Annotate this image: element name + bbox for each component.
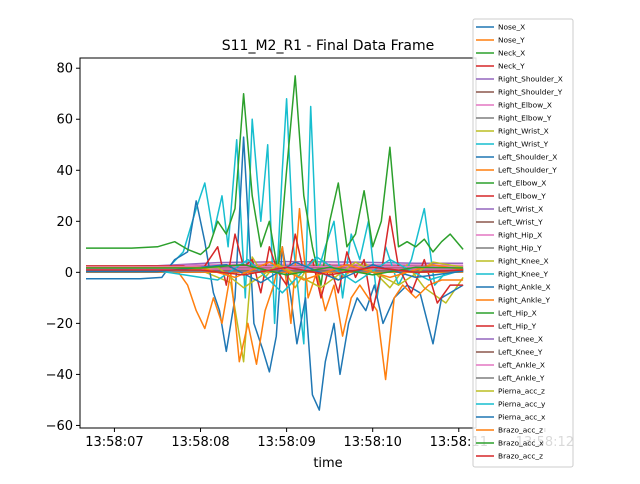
legend-entry-label: Right_Ankle_Y <box>498 296 550 305</box>
series-layer <box>85 75 464 411</box>
legend-entry-label: Nose_X <box>498 23 525 32</box>
y-tick-label: 60 <box>56 113 73 128</box>
y-tick-label: 0 <box>65 266 73 281</box>
series-line-right-wrist-x-8 <box>86 256 464 363</box>
legend: Nose_X Nose_Y Neck_X Neck_Y Right_Shoulder_X… <box>472 18 574 468</box>
legend-entry-label: Right_Shoulder_Y <box>498 88 563 97</box>
x-tick-label: 13:58:10 <box>344 435 402 450</box>
x-tick-label: 13:58:07 <box>85 435 143 450</box>
legend-entry-label: Nose_Y <box>498 36 525 45</box>
x-tick-label: 13:58:08 <box>171 435 229 450</box>
legend-entry-label: Left_Knee_Y <box>498 348 543 357</box>
legend-entry-label: Neck_X <box>498 49 525 58</box>
legend-entry-label: Right_Elbow_Y <box>498 114 552 123</box>
x-axis-label: time <box>313 456 342 471</box>
legend-entry-label: Left_Shoulder_X <box>498 153 557 162</box>
legend-entry-label: Right_Knee_Y <box>498 270 548 279</box>
legend-entry-label: Right_Hip_X <box>498 231 542 240</box>
y-tick-label: 20 <box>56 215 73 230</box>
chart-title: S11_M2_R1 - Final Data Frame <box>222 38 435 54</box>
legend-entry-label: Left_Elbow_X <box>498 179 546 188</box>
legend-entry-label: Pierna_acc_x <box>498 413 546 422</box>
series-line-brazo-acc-z-33 <box>86 266 464 276</box>
legend-box <box>472 18 574 468</box>
legend-entry-label: Pierna_acc_z <box>498 387 545 396</box>
y-tick-label: −40 <box>46 368 73 383</box>
x-axis: 13:58:07 13:58:08 13:58:09 13:58:10 13:58:11… <box>85 428 574 450</box>
y-axis: −60 −40 −20 0 20 40 60 80 <box>46 62 80 434</box>
series-line-left-shoulder-y-11 <box>86 207 464 381</box>
legend-entry-label: Brazo_acc_z <box>498 452 543 461</box>
legend-entry-label: Left_Ankle_Y <box>498 374 545 383</box>
y-tick-label: 40 <box>56 164 73 179</box>
legend-entry-label: Brazo_acc_x <box>498 439 544 448</box>
x-tick-label: 13:58:09 <box>257 435 315 450</box>
legend-entry-label: Right_Shoulder_X <box>498 75 563 84</box>
y-tick-label: −20 <box>46 317 73 332</box>
legend-entry-label: Left_Wrist_X <box>498 205 543 214</box>
legend-entry-label: Right_Hip_Y <box>498 244 542 253</box>
legend-entry-label: Brazo_acc_z <box>498 426 543 435</box>
legend-entry-label: Right_Elbow_X <box>498 101 552 110</box>
series-line-left-shoulder-x-10 <box>86 136 464 411</box>
legend-entry-label: Left_Hip_Y <box>498 322 537 331</box>
legend-entry-label: Left_Hip_X <box>498 309 537 318</box>
y-tick-label: 80 <box>56 62 73 77</box>
legend-entry-label: Pierna_acc_y <box>498 400 546 409</box>
legend-entry-label: Left_Knee_X <box>498 335 543 344</box>
legend-entry-label: Left_Elbow_Y <box>498 192 546 201</box>
series-line-pierna-acc-y-29 <box>86 256 464 294</box>
legend-entry-label: Right_Wrist_X <box>498 127 549 136</box>
legend-entry-label: Right_Ankle_X <box>498 283 551 292</box>
legend-entry-label: Right_Knee_X <box>498 257 549 266</box>
series-line-left-elbow-x-12 <box>86 75 464 286</box>
legend-entry-label: Right_Wrist_Y <box>498 140 549 149</box>
legend-entry-label: Left_Shoulder_Y <box>498 166 557 175</box>
legend-entry-label: Left_Ankle_X <box>498 361 545 370</box>
legend-entry-label: Left_Wrist_Y <box>498 218 543 227</box>
legend-entry-label: Neck_Y <box>498 62 525 71</box>
y-tick-label: −60 <box>46 419 73 434</box>
